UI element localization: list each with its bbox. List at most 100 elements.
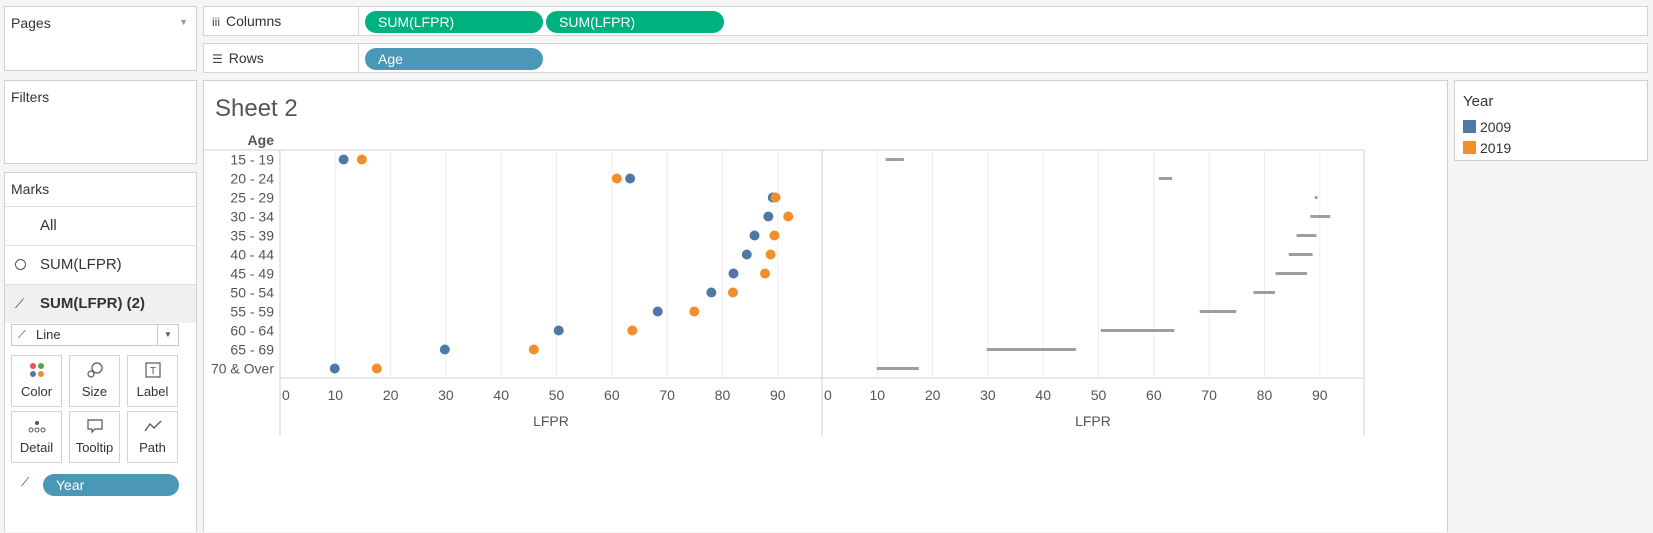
columns-pill-2[interactable]: SUM(LFPR) <box>546 11 724 33</box>
legend-item-2009[interactable]: 2009 <box>1458 117 1646 137</box>
pages-dropdown-icon[interactable]: ▼ <box>179 17 188 27</box>
row-label: 25 - 29 <box>230 190 274 206</box>
x-tick-label: 10 <box>328 387 344 403</box>
x-tick-label: 60 <box>1146 387 1162 403</box>
x-tick-label: 30 <box>438 387 454 403</box>
x-tick-label: 90 <box>1312 387 1328 403</box>
data-point-2019[interactable] <box>760 268 771 279</box>
x-tick-label: 80 <box>715 387 731 403</box>
path-button[interactable]: Path <box>127 411 178 463</box>
detail-label: Detail <box>19 440 54 455</box>
data-point-2009[interactable] <box>338 154 349 165</box>
label-icon: T <box>128 356 177 384</box>
row-label: 50 - 54 <box>230 285 274 301</box>
x-tick-label: 0 <box>824 387 832 403</box>
data-point-2019[interactable] <box>770 192 781 203</box>
x-tick-label: 50 <box>549 387 565 403</box>
columns-pill-1-label: SUM(LFPR) <box>378 14 455 30</box>
marks-all-tab[interactable]: All <box>5 206 196 245</box>
detail-button[interactable]: Detail <box>11 411 62 463</box>
marks-sum-lfpr-tab[interactable]: SUM(LFPR) <box>5 245 196 284</box>
size-label: Size <box>81 384 108 399</box>
circle-icon <box>15 259 26 270</box>
x-tick-label: 20 <box>383 387 399 403</box>
filters-panel[interactable]: Filters <box>4 80 197 164</box>
filters-label: Filters <box>11 89 50 105</box>
data-point-2009[interactable] <box>553 325 564 336</box>
data-point-2019[interactable] <box>765 249 776 260</box>
data-point-2019[interactable] <box>769 230 780 241</box>
sheet-title: Sheet 2 <box>215 95 298 122</box>
rows-pill-age[interactable]: Age <box>365 48 543 70</box>
tooltip-button[interactable]: Tooltip <box>69 411 120 463</box>
data-point-2009[interactable] <box>625 173 636 184</box>
mark-type-select[interactable]: ⟋ Line ▼ <box>11 324 179 346</box>
data-point-2019[interactable] <box>727 287 738 298</box>
marks-sum-lfpr2-tab[interactable]: ⟋ SUM(LFPR) (2) <box>5 284 196 323</box>
data-point-2019[interactable] <box>371 363 382 374</box>
legend-swatch-2019 <box>1463 141 1476 154</box>
data-point-2019[interactable] <box>528 344 539 355</box>
columns-label-box: iii Columns <box>204 7 359 35</box>
path-pill-icon: ⟋ <box>21 475 30 489</box>
row-label: 65 - 69 <box>230 342 274 358</box>
data-point-2019[interactable] <box>689 306 700 317</box>
data-point-2009[interactable] <box>763 211 774 222</box>
row-label: 45 - 49 <box>230 266 274 282</box>
tooltip-icon <box>70 412 119 440</box>
x-tick-label: 70 <box>659 387 675 403</box>
columns-pill-2-label: SUM(LFPR) <box>559 14 636 30</box>
x-tick-label: 40 <box>493 387 509 403</box>
rows-shelf[interactable]: ☰ Rows Age <box>203 43 1648 73</box>
legend-title: Year <box>1463 93 1494 110</box>
x-tick-label: 50 <box>1091 387 1107 403</box>
legend-label-2019: 2019 <box>1480 140 1512 156</box>
rows-icon: ☰ <box>212 52 223 66</box>
size-button[interactable]: Size <box>69 355 120 407</box>
data-point-2009[interactable] <box>741 249 752 260</box>
columns-pill-1[interactable]: SUM(LFPR) <box>365 11 543 33</box>
data-point-2009[interactable] <box>728 268 739 279</box>
sheet-view: Sheet 2 Age 15 - 19 20 - 24 25 - 29 30 - 34 3… <box>203 80 1448 532</box>
row-label: 40 - 44 <box>230 247 274 263</box>
data-point-2009[interactable] <box>439 344 450 355</box>
marks-sum1-label: SUM(LFPR) <box>40 256 122 273</box>
color-button[interactable]: Color <box>11 355 62 407</box>
line-mark-icon: ⟋ <box>15 296 25 311</box>
row-label: 15 - 19 <box>230 152 274 168</box>
x-axis-title: LFPR <box>1075 413 1111 429</box>
detail-icon <box>12 412 61 440</box>
columns-label: Columns <box>226 13 282 29</box>
path-icon <box>128 412 177 440</box>
x-tick-label: 10 <box>870 387 886 403</box>
row-header-age: Age <box>248 132 275 148</box>
year-path-pill[interactable]: Year <box>43 474 179 496</box>
data-point-2009[interactable] <box>329 363 340 374</box>
rows-label-box: ☰ Rows <box>204 44 359 72</box>
legend-swatch-2009 <box>1463 120 1476 133</box>
label-label: Label <box>136 384 169 399</box>
data-point-2019[interactable] <box>611 173 622 184</box>
marks-sum2-label: SUM(LFPR) (2) <box>40 295 145 312</box>
row-label: 70 & Over <box>211 361 274 377</box>
x-tick-label: 60 <box>604 387 620 403</box>
row-label: 20 - 24 <box>230 171 274 187</box>
data-point-2019[interactable] <box>356 154 367 165</box>
x-tick-label: 80 <box>1257 387 1273 403</box>
x-axis-title: LFPR <box>533 413 569 429</box>
x-tick-label: 70 <box>1201 387 1217 403</box>
chart-svg: Age 15 - 19 20 - 24 25 - 29 30 - 34 35 - 39 40… <box>204 132 1365 436</box>
data-point-2019[interactable] <box>783 211 794 222</box>
data-point-2009[interactable] <box>706 287 717 298</box>
label-button[interactable]: T Label <box>127 355 178 407</box>
data-point-2009[interactable] <box>749 230 760 241</box>
rows-label: Rows <box>228 50 264 66</box>
data-point-2009[interactable] <box>652 306 663 317</box>
legend-item-2019[interactable]: 2019 <box>1458 138 1646 158</box>
legend-label-2009: 2009 <box>1480 119 1512 135</box>
columns-shelf[interactable]: iii Columns SUM(LFPR) SUM(LFPR) <box>203 6 1648 36</box>
data-point-2019[interactable] <box>627 325 638 336</box>
size-icon <box>70 356 119 384</box>
rows-pill-age-label: Age <box>378 51 403 67</box>
color-label: Color <box>20 384 53 399</box>
